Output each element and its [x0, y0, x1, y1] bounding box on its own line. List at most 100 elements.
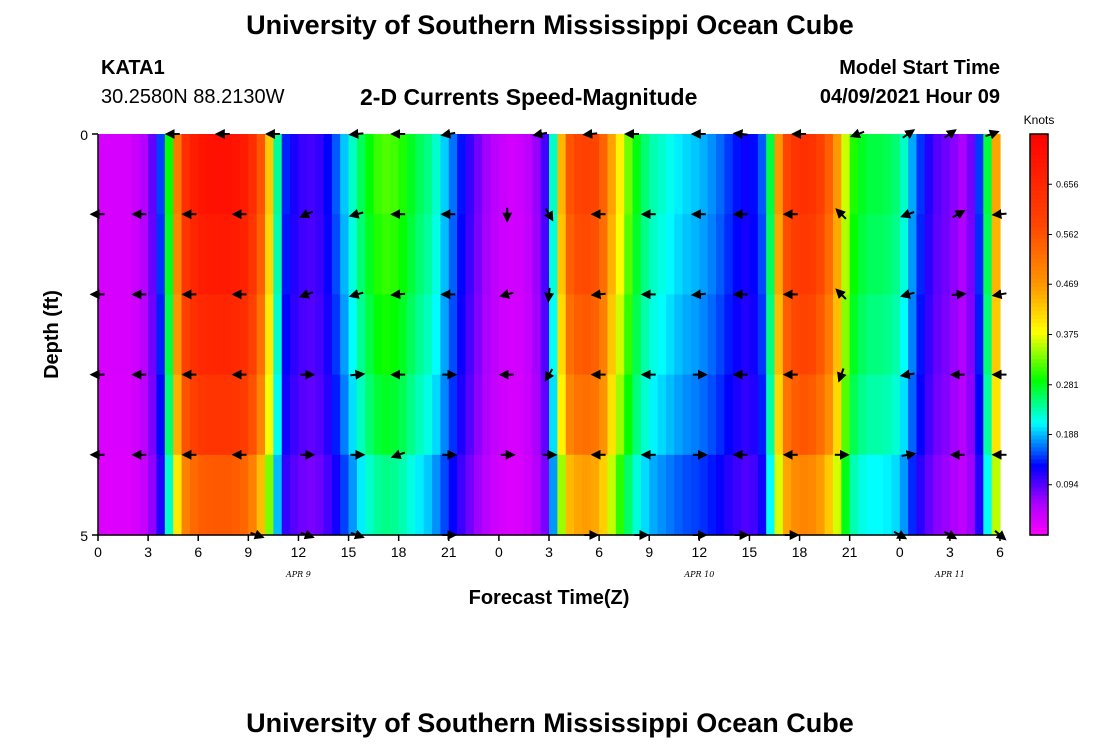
heatmap-cell: [824, 214, 834, 295]
heatmap-cell: [407, 214, 416, 295]
station-id: KATA1: [101, 57, 165, 79]
heatmap-cell: [298, 454, 308, 536]
heatmap-cell: [189, 454, 199, 536]
colorbar-segment: [1030, 298, 1048, 304]
heatmap-cell: [273, 134, 283, 215]
heatmap-cell: [214, 374, 224, 456]
heatmap-cell: [615, 374, 625, 456]
heatmap-cell: [448, 294, 458, 376]
heatmap-cell: [281, 134, 291, 215]
heatmap-cell: [657, 134, 667, 215]
heatmap-cell: [582, 454, 592, 536]
heatmap-cell: [365, 214, 375, 295]
heatmap-cell: [690, 374, 700, 456]
heatmap-cell: [231, 454, 241, 536]
colorbar-segment: [1030, 258, 1048, 263]
heatmap-cell: [164, 374, 174, 456]
heatmap-cell: [933, 134, 943, 215]
colorbar-segment: [1030, 398, 1048, 404]
heatmap-cell: [991, 134, 1001, 215]
heatmap-cell: [732, 294, 742, 376]
current-vector: [899, 369, 915, 380]
heatmap-cell: [123, 454, 133, 536]
heatmap-cell: [899, 454, 909, 536]
heatmap-cell: [949, 454, 959, 536]
heatmap-cell: [465, 374, 475, 456]
heatmap-cell: [574, 214, 584, 295]
colorbar-segment: [1030, 518, 1048, 524]
heatmap-cell: [624, 214, 634, 295]
heatmap-cell: [490, 454, 500, 536]
heatmap-cell: [782, 214, 792, 295]
colorbar-segment: [1030, 206, 1048, 211]
heatmap-cell: [173, 214, 183, 295]
heatmap-cell: [941, 294, 951, 376]
colorbar-segment: [1030, 186, 1048, 191]
heatmap-cell: [966, 454, 976, 536]
heatmap-cell: [490, 374, 500, 456]
heatmap-cell: [891, 374, 901, 456]
heatmap-cell: [407, 134, 416, 215]
heatmap-cell: [590, 214, 600, 295]
heatmap-cell: [515, 454, 525, 536]
colorbar-segment: [1030, 238, 1048, 243]
heatmap-cell: [716, 374, 725, 456]
heatmap-cell: [356, 454, 366, 536]
x-axis-label: Forecast Time(Z): [469, 587, 630, 609]
heatmap-cell: [515, 214, 525, 295]
heatmap-cell: [281, 214, 291, 295]
x-tick-label: 12: [291, 544, 307, 560]
heatmap-cell: [749, 294, 759, 376]
heatmap-cell: [148, 374, 158, 456]
heatmap-cell: [574, 134, 584, 215]
colorbar-segment: [1030, 430, 1048, 436]
heatmap-cell: [749, 214, 759, 295]
heatmap-cell: [941, 454, 951, 536]
colorbar-segment: [1030, 514, 1048, 520]
heatmap-cell: [724, 454, 734, 536]
heatmap-cell: [766, 454, 776, 536]
current-vector: [951, 289, 967, 300]
colorbar-segment: [1030, 146, 1048, 151]
heatmap-cell: [924, 374, 934, 456]
colorbar-segment: [1030, 286, 1048, 291]
heatmap-cell: [974, 294, 984, 376]
heatmap-cell: [665, 134, 675, 215]
heatmap-cell: [549, 294, 558, 376]
heatmap-cell: [741, 454, 751, 536]
heatmap-cell: [331, 214, 341, 295]
x-tick-label: 0: [94, 544, 102, 560]
heatmap-cell: [323, 214, 333, 295]
heatmap-cell: [782, 134, 792, 215]
heatmap-cell: [574, 294, 584, 376]
heatmap-cell: [807, 294, 817, 376]
heatmap-cell: [114, 214, 124, 295]
x-tick-label: 21: [441, 544, 457, 560]
colorbar-segment: [1030, 282, 1048, 287]
date-label: APR 9: [285, 570, 311, 579]
heatmap-cell: [590, 294, 600, 376]
heatmap-cell: [440, 454, 450, 536]
heatmap-cell: [440, 214, 450, 295]
heatmap-cell: [407, 374, 416, 456]
heatmap-cell: [340, 374, 350, 456]
y-axis-label: Depth (ft): [41, 290, 63, 379]
heatmap-cell: [306, 294, 316, 376]
heatmap-cell: [540, 374, 550, 456]
heatmap-cell: [206, 134, 216, 215]
x-tick-label: 18: [391, 544, 407, 560]
heatmap-cell: [565, 214, 575, 295]
heatmap-cell: [114, 134, 124, 215]
heatmap-cell: [373, 294, 383, 376]
colorbar-segment: [1030, 142, 1048, 147]
heatmap-cell: [924, 454, 934, 536]
current-vector: [350, 369, 366, 380]
heatmap-cell: [507, 134, 517, 215]
heatmap-cell: [874, 374, 884, 456]
heatmap-cell: [991, 454, 1001, 536]
colorbar-segment: [1030, 354, 1048, 360]
heatmap-cell: [490, 214, 500, 295]
heatmap-cell: [674, 374, 684, 456]
heatmap-cell: [181, 374, 191, 456]
heatmap-cell: [340, 454, 350, 536]
